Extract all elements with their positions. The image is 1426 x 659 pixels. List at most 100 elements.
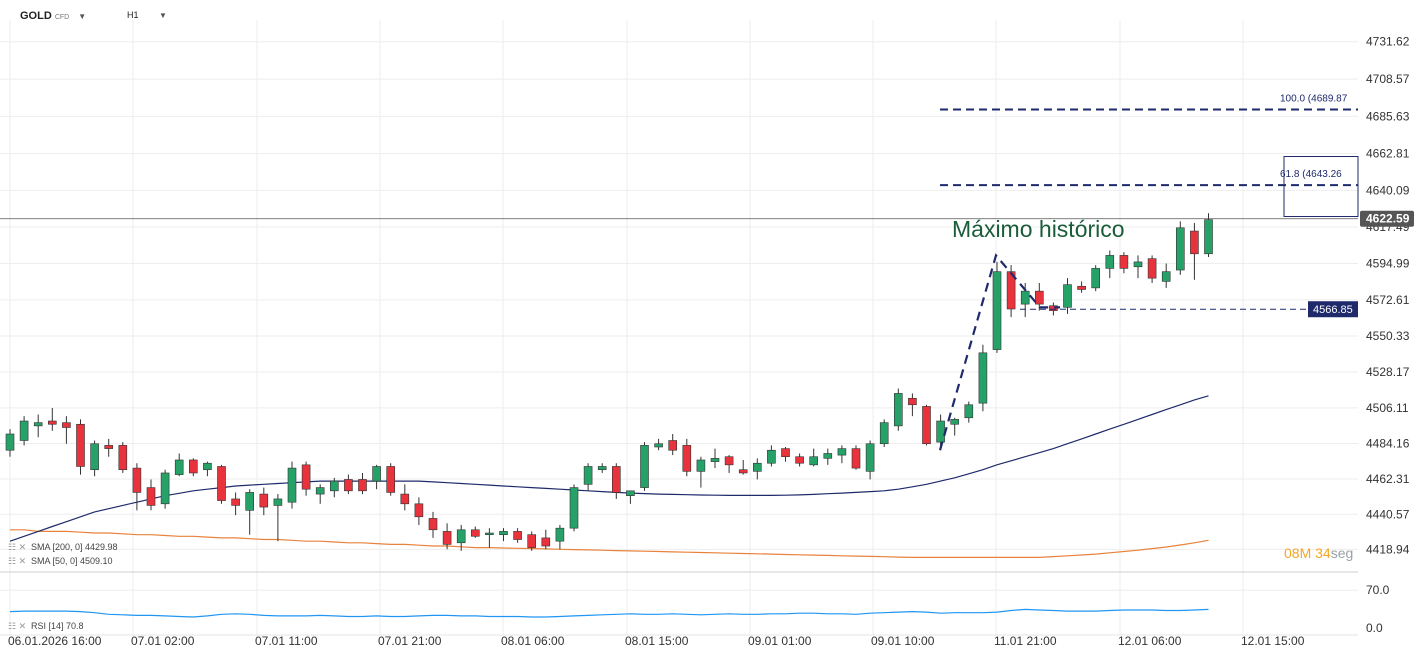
candle-body bbox=[301, 464, 311, 490]
candle bbox=[1176, 221, 1185, 275]
candle-body bbox=[767, 449, 776, 464]
candle bbox=[456, 524, 466, 551]
candle bbox=[33, 414, 43, 438]
candle-body bbox=[400, 493, 410, 505]
candle bbox=[837, 445, 847, 464]
candle bbox=[273, 494, 283, 542]
fib-level-label: 100.0 (4689.87 bbox=[1280, 94, 1348, 105]
candle-body bbox=[837, 448, 847, 456]
candle-body bbox=[499, 531, 508, 535]
candle bbox=[950, 417, 960, 436]
candle-body bbox=[344, 479, 353, 492]
timer-minutes: 08 bbox=[1284, 545, 1300, 561]
candle bbox=[879, 419, 889, 447]
candle-body bbox=[555, 527, 565, 542]
candle bbox=[329, 477, 339, 498]
candle bbox=[442, 523, 452, 550]
y-axis-tick-label: 4640.09 bbox=[1366, 183, 1410, 197]
candle bbox=[386, 463, 396, 496]
candle bbox=[781, 446, 790, 462]
support-level-badge bbox=[1308, 301, 1358, 318]
y-axis-tick-label: 4506.11 bbox=[1366, 401, 1409, 415]
candle bbox=[1204, 213, 1213, 258]
candle bbox=[104, 438, 113, 457]
candle bbox=[583, 463, 593, 491]
symbol-name: GOLD bbox=[20, 10, 52, 22]
candle-body bbox=[203, 462, 212, 471]
candle-body bbox=[569, 487, 579, 529]
x-axis-tick-label: 07.01 21:00 bbox=[378, 634, 442, 648]
candle bbox=[118, 442, 128, 473]
candle-body bbox=[1006, 271, 1016, 310]
rsi-legend-icons: ☷ ✕ bbox=[8, 621, 26, 631]
candle bbox=[1063, 278, 1072, 314]
candle-body bbox=[1119, 255, 1129, 269]
x-axis-tick-label: 12.01 06:00 bbox=[1118, 634, 1182, 648]
candle-body bbox=[738, 469, 748, 474]
rsi-line bbox=[9, 608, 1209, 618]
candle bbox=[146, 479, 156, 511]
candle-body bbox=[1105, 255, 1115, 269]
chevron-down-icon: ▼ bbox=[78, 12, 87, 21]
candle-body bbox=[160, 472, 170, 505]
timer-seconds-unit: seg bbox=[1330, 545, 1354, 561]
candle bbox=[992, 261, 1002, 353]
candle-body bbox=[527, 534, 537, 548]
chevron-down-icon: ▼ bbox=[159, 11, 167, 20]
candle-body bbox=[809, 456, 819, 466]
annotation-max-historico: Máximo histórico bbox=[952, 216, 1125, 242]
candle bbox=[485, 528, 494, 548]
timeframe-label: H1 bbox=[127, 10, 139, 20]
candle-body bbox=[189, 459, 198, 474]
candle-body bbox=[781, 448, 790, 458]
candle-body bbox=[1147, 258, 1157, 279]
candle bbox=[372, 464, 381, 490]
candle-countdown: 08M 34seg bbox=[1284, 545, 1353, 561]
sma200-legend: SMA [200, 0] 4429.98 bbox=[31, 542, 118, 552]
candle-body bbox=[104, 445, 113, 449]
candle-body bbox=[485, 532, 494, 535]
candle-body bbox=[611, 466, 621, 493]
candle-body bbox=[710, 458, 720, 462]
candle bbox=[1190, 222, 1199, 280]
candle bbox=[626, 490, 635, 504]
candle-body bbox=[626, 490, 635, 496]
candle-body bbox=[33, 422, 43, 427]
candle-body bbox=[893, 393, 903, 427]
candle-body bbox=[795, 456, 804, 464]
candle-body bbox=[76, 423, 85, 467]
candle-body bbox=[5, 433, 15, 451]
sma200-line bbox=[10, 529, 1209, 559]
candle-body bbox=[950, 419, 960, 425]
sma50-line bbox=[9, 395, 1209, 542]
candle-body bbox=[19, 420, 29, 441]
candle bbox=[1133, 255, 1143, 279]
candle bbox=[160, 469, 170, 509]
symbol-selector[interactable]: GOLD CFD ▼ bbox=[20, 10, 86, 22]
candle-body bbox=[315, 487, 325, 495]
y-axis-tick-label: 4708.57 bbox=[1366, 72, 1410, 86]
candle bbox=[795, 453, 804, 467]
candle bbox=[76, 419, 85, 475]
y-axis-tick-label: 4594.99 bbox=[1366, 257, 1410, 271]
candle bbox=[90, 440, 99, 477]
candle-body bbox=[358, 479, 367, 492]
candle-body bbox=[1020, 290, 1030, 305]
candle-body bbox=[597, 466, 607, 471]
x-axis-tick-label: 08.01 15:00 bbox=[625, 634, 689, 648]
candle bbox=[611, 463, 621, 499]
timeframe-selector[interactable]: H1 ▼ bbox=[127, 10, 167, 20]
candle-body bbox=[1161, 271, 1171, 282]
candle bbox=[344, 474, 353, 495]
candle bbox=[527, 531, 537, 551]
candle-body bbox=[640, 445, 649, 488]
candle bbox=[541, 529, 551, 550]
candle-body bbox=[329, 480, 339, 492]
candle-body bbox=[696, 459, 706, 472]
candle-body bbox=[287, 467, 297, 503]
candle-body bbox=[1077, 285, 1086, 290]
candle bbox=[865, 440, 875, 480]
candle bbox=[569, 484, 579, 532]
candle bbox=[1161, 263, 1171, 288]
